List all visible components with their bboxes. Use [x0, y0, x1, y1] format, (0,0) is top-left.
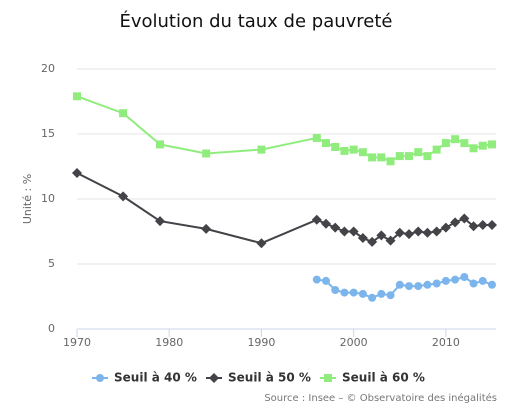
point: [405, 282, 413, 291]
point: [468, 221, 479, 232]
point: [257, 145, 266, 154]
point: [376, 230, 387, 241]
point: [469, 279, 478, 288]
legend-marker: [209, 373, 219, 383]
point: [478, 276, 487, 285]
point: [405, 152, 413, 161]
legend-label: Seuil à 60 %: [342, 371, 425, 385]
point: [451, 135, 460, 144]
point: [441, 276, 450, 285]
point: [367, 236, 378, 247]
point: [312, 275, 321, 284]
chart-title: Évolution du taux de pauvreté: [119, 10, 392, 32]
y-tick-label: 5: [48, 257, 55, 270]
point: [348, 226, 359, 237]
point: [377, 289, 386, 298]
point: [431, 226, 442, 237]
point: [311, 214, 322, 225]
point: [256, 238, 267, 249]
point: [118, 191, 129, 202]
point: [330, 222, 341, 233]
x-tick-label: 1970: [63, 336, 91, 349]
y-tick-label: 20: [41, 62, 55, 75]
point: [450, 217, 461, 228]
point: [339, 226, 350, 237]
point: [156, 140, 164, 149]
point: [357, 233, 368, 243]
x-tick-label: 2010: [432, 336, 460, 349]
x-tick-label: 2000: [340, 336, 368, 349]
y-axis-label: Unité : %: [21, 174, 34, 224]
point: [395, 152, 404, 161]
point: [155, 216, 165, 227]
legend-label: Seuil à 40 %: [114, 371, 197, 385]
x-tick-label: 1990: [247, 336, 275, 349]
point: [358, 148, 367, 157]
point: [358, 289, 367, 298]
legend-marker: [324, 374, 332, 382]
point: [414, 282, 423, 291]
point: [477, 220, 488, 230]
point: [386, 291, 395, 300]
point: [414, 148, 423, 157]
point: [322, 139, 330, 148]
point: [394, 227, 405, 238]
point: [377, 153, 386, 162]
point: [440, 222, 451, 233]
legend-label: Seuil à 50 %: [228, 371, 311, 385]
point: [459, 213, 470, 224]
point: [202, 149, 211, 158]
point: [386, 157, 395, 166]
point: [322, 276, 330, 285]
y-tick-label: 15: [41, 127, 55, 140]
point: [73, 92, 81, 101]
point: [201, 223, 212, 234]
point: [368, 293, 377, 302]
point: [451, 275, 460, 284]
point: [119, 109, 128, 118]
source: Source : Insee – © Observatoire des inég…: [264, 392, 497, 404]
point: [422, 227, 433, 238]
point: [331, 143, 340, 151]
point: [340, 288, 349, 297]
point: [441, 139, 450, 148]
point: [340, 146, 349, 155]
point: [460, 139, 469, 148]
point: [349, 288, 358, 297]
point: [312, 133, 321, 142]
point: [349, 145, 358, 154]
point: [432, 279, 441, 288]
point: [460, 273, 469, 281]
point: [404, 229, 414, 240]
point: [321, 218, 331, 229]
point: [488, 140, 496, 149]
point: [469, 144, 478, 153]
legend-marker: [96, 374, 104, 382]
point: [432, 145, 441, 154]
point: [423, 152, 432, 161]
point: [488, 280, 496, 289]
point: [72, 168, 82, 178]
point: [478, 141, 487, 150]
point: [423, 280, 432, 289]
point: [395, 280, 404, 289]
x-tick-label: 1980: [155, 336, 183, 349]
point: [487, 220, 497, 230]
point: [331, 286, 340, 294]
point: [413, 226, 424, 237]
y-tick-label: 10: [41, 192, 55, 205]
series-line: [76, 95, 493, 163]
point: [385, 235, 396, 246]
y-tick-label: 0: [48, 322, 55, 335]
point: [368, 153, 377, 162]
